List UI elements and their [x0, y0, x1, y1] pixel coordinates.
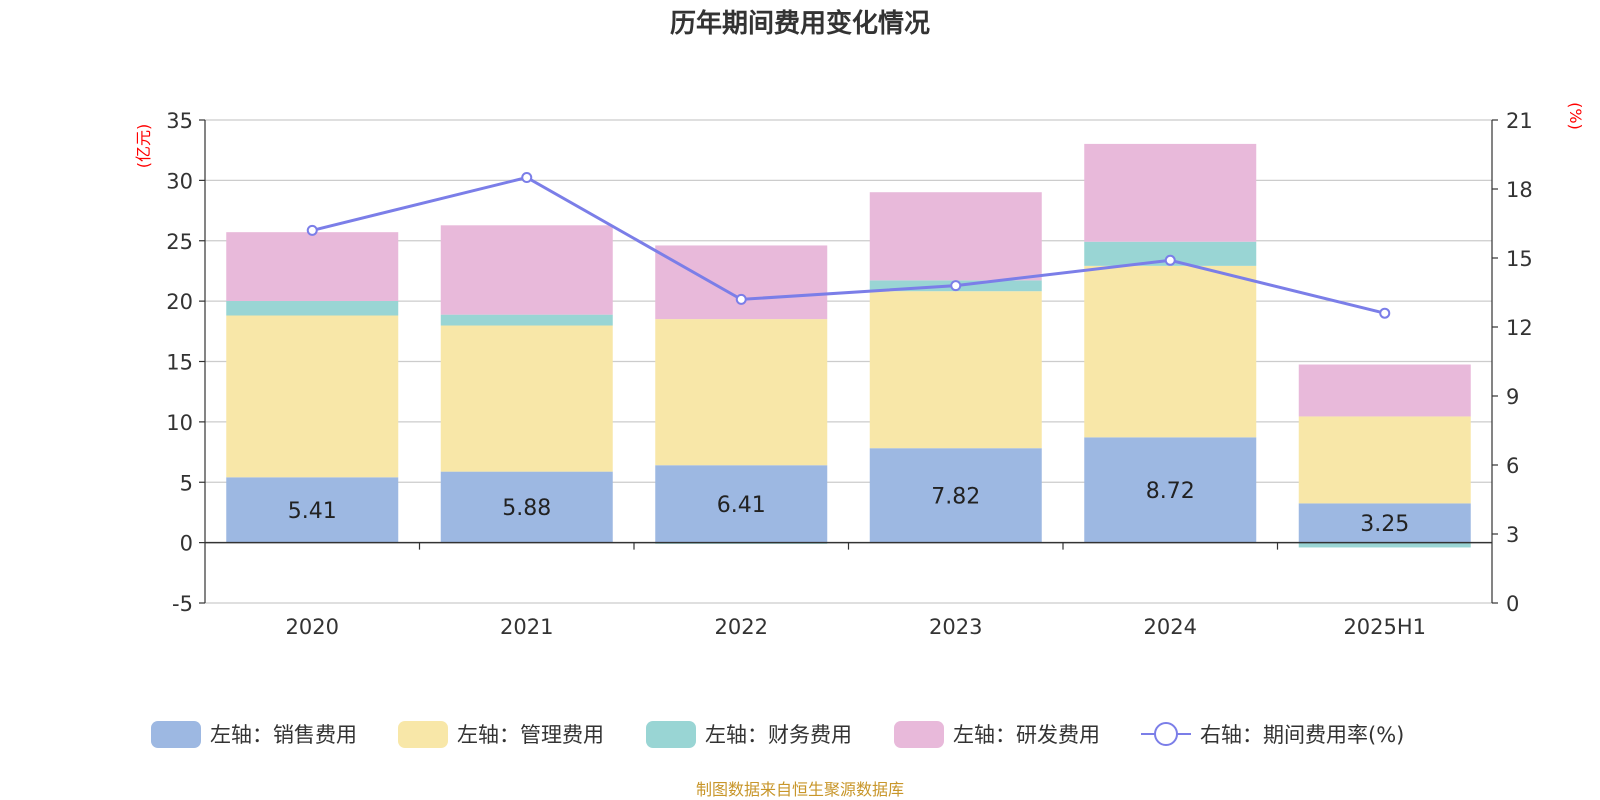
legend-label: 左轴：销售费用 — [210, 723, 357, 747]
bar-segment — [440, 471, 613, 543]
rate-point — [306, 224, 318, 236]
legend-item[interactable]: 左轴：财务费用 — [646, 721, 852, 748]
legend-label: 右轴：期间费用率(%) — [1200, 723, 1404, 747]
chart-title: 历年期间费用变化情况 — [670, 8, 930, 39]
rate-point — [1379, 307, 1391, 319]
bar-segment — [655, 465, 828, 543]
bar-segment — [1084, 437, 1257, 543]
rate-point — [950, 280, 962, 292]
axes: -5 0 5 10 15 20 25 30 35 0 3 6 9 12 15 18 21 2020 2021 2022… — [166, 109, 1532, 639]
rate-line-path — [311, 175, 1386, 315]
bar-segment — [869, 192, 1042, 281]
right-tick-label: 12 — [1506, 316, 1533, 340]
legend-item[interactable]: 右轴：期间费用率(%) — [1141, 722, 1404, 747]
legend-label: 左轴：研发费用 — [953, 723, 1100, 747]
category-label: 2022 — [715, 615, 768, 639]
legend-label: 左轴：财务费用 — [705, 723, 852, 747]
right-axis-unit: (%) — [1566, 102, 1585, 130]
legend-swatch — [894, 721, 944, 748]
bar-segment — [655, 319, 828, 466]
legend-marker — [1154, 722, 1178, 746]
right-tick-label: 0 — [1506, 592, 1519, 616]
bar-segment — [226, 315, 399, 478]
rate-point — [1164, 254, 1176, 266]
category-label: 2020 — [286, 615, 339, 639]
source-note: 制图数据来自恒生聚源数据库 — [696, 780, 904, 799]
bar-segment — [1298, 542, 1471, 548]
left-tick-label: 15 — [166, 351, 193, 375]
bar-data-label: 5.41 — [288, 499, 337, 524]
bar-segment — [440, 314, 613, 326]
left-tick-label: 10 — [166, 411, 193, 435]
right-tick-label: 9 — [1506, 385, 1519, 409]
bar-segment — [1084, 143, 1257, 242]
rate-point — [735, 293, 747, 305]
legend-item[interactable]: 左轴：研发费用 — [894, 721, 1100, 748]
bar-data-label: 6.41 — [717, 493, 766, 518]
left-tick-label: -5 — [172, 592, 193, 616]
bar-segment — [226, 232, 399, 302]
right-tick-label: 3 — [1506, 523, 1519, 547]
left-tick-label: 35 — [166, 109, 193, 133]
bar-segment — [226, 477, 399, 543]
grid-lines — [205, 119, 1492, 604]
bar-segment — [440, 325, 613, 472]
bar-segment — [440, 225, 613, 315]
category-label: 2023 — [929, 615, 982, 639]
legend-swatch — [646, 721, 696, 748]
bar-segment — [1298, 364, 1471, 417]
data-labels: 5.41 5.88 6.41 7.82 8.72 3.25 — [288, 479, 1409, 537]
left-tick-label: 25 — [166, 230, 193, 254]
rate-line — [306, 172, 1391, 319]
left-axis-unit: (亿元) — [134, 124, 153, 169]
right-tick-label: 21 — [1506, 109, 1533, 133]
legend-item[interactable]: 左轴：管理费用 — [398, 721, 604, 748]
bar-data-label: 3.25 — [1360, 512, 1409, 537]
category-label: 2024 — [1144, 615, 1197, 639]
left-tick-label: 0 — [180, 532, 193, 556]
bar-segment — [1084, 265, 1257, 438]
left-tick-label: 5 — [180, 471, 193, 495]
bar-segment — [1298, 503, 1471, 543]
right-tick-label: 6 — [1506, 454, 1519, 478]
bar-data-label: 7.82 — [931, 484, 980, 509]
bar-segment — [1298, 416, 1471, 504]
legend-swatch — [151, 721, 201, 748]
legend-item[interactable]: 左轴：销售费用 — [151, 721, 357, 748]
rate-point — [521, 172, 533, 183]
left-tick-label: 30 — [166, 169, 193, 193]
category-label: 2021 — [500, 615, 553, 639]
bar-segment — [655, 245, 828, 320]
bar-segment — [226, 301, 399, 316]
legend-label: 左轴：管理费用 — [457, 723, 604, 747]
right-tick-label: 15 — [1506, 247, 1533, 271]
bar-segment — [869, 291, 1042, 449]
bar-data-label: 8.72 — [1146, 479, 1195, 504]
right-tick-label: 18 — [1506, 178, 1533, 202]
legend-swatch — [398, 721, 448, 748]
bar-data-label: 5.88 — [502, 496, 551, 521]
category-label: 2025H1 — [1343, 615, 1426, 639]
left-tick-label: 20 — [166, 290, 193, 314]
bars — [226, 143, 1471, 548]
bar-segment — [869, 448, 1042, 543]
legend: 左轴：销售费用 左轴：管理费用 左轴：财务费用 左轴：研发费用 右轴：期间费用率(%) — [151, 721, 1404, 748]
